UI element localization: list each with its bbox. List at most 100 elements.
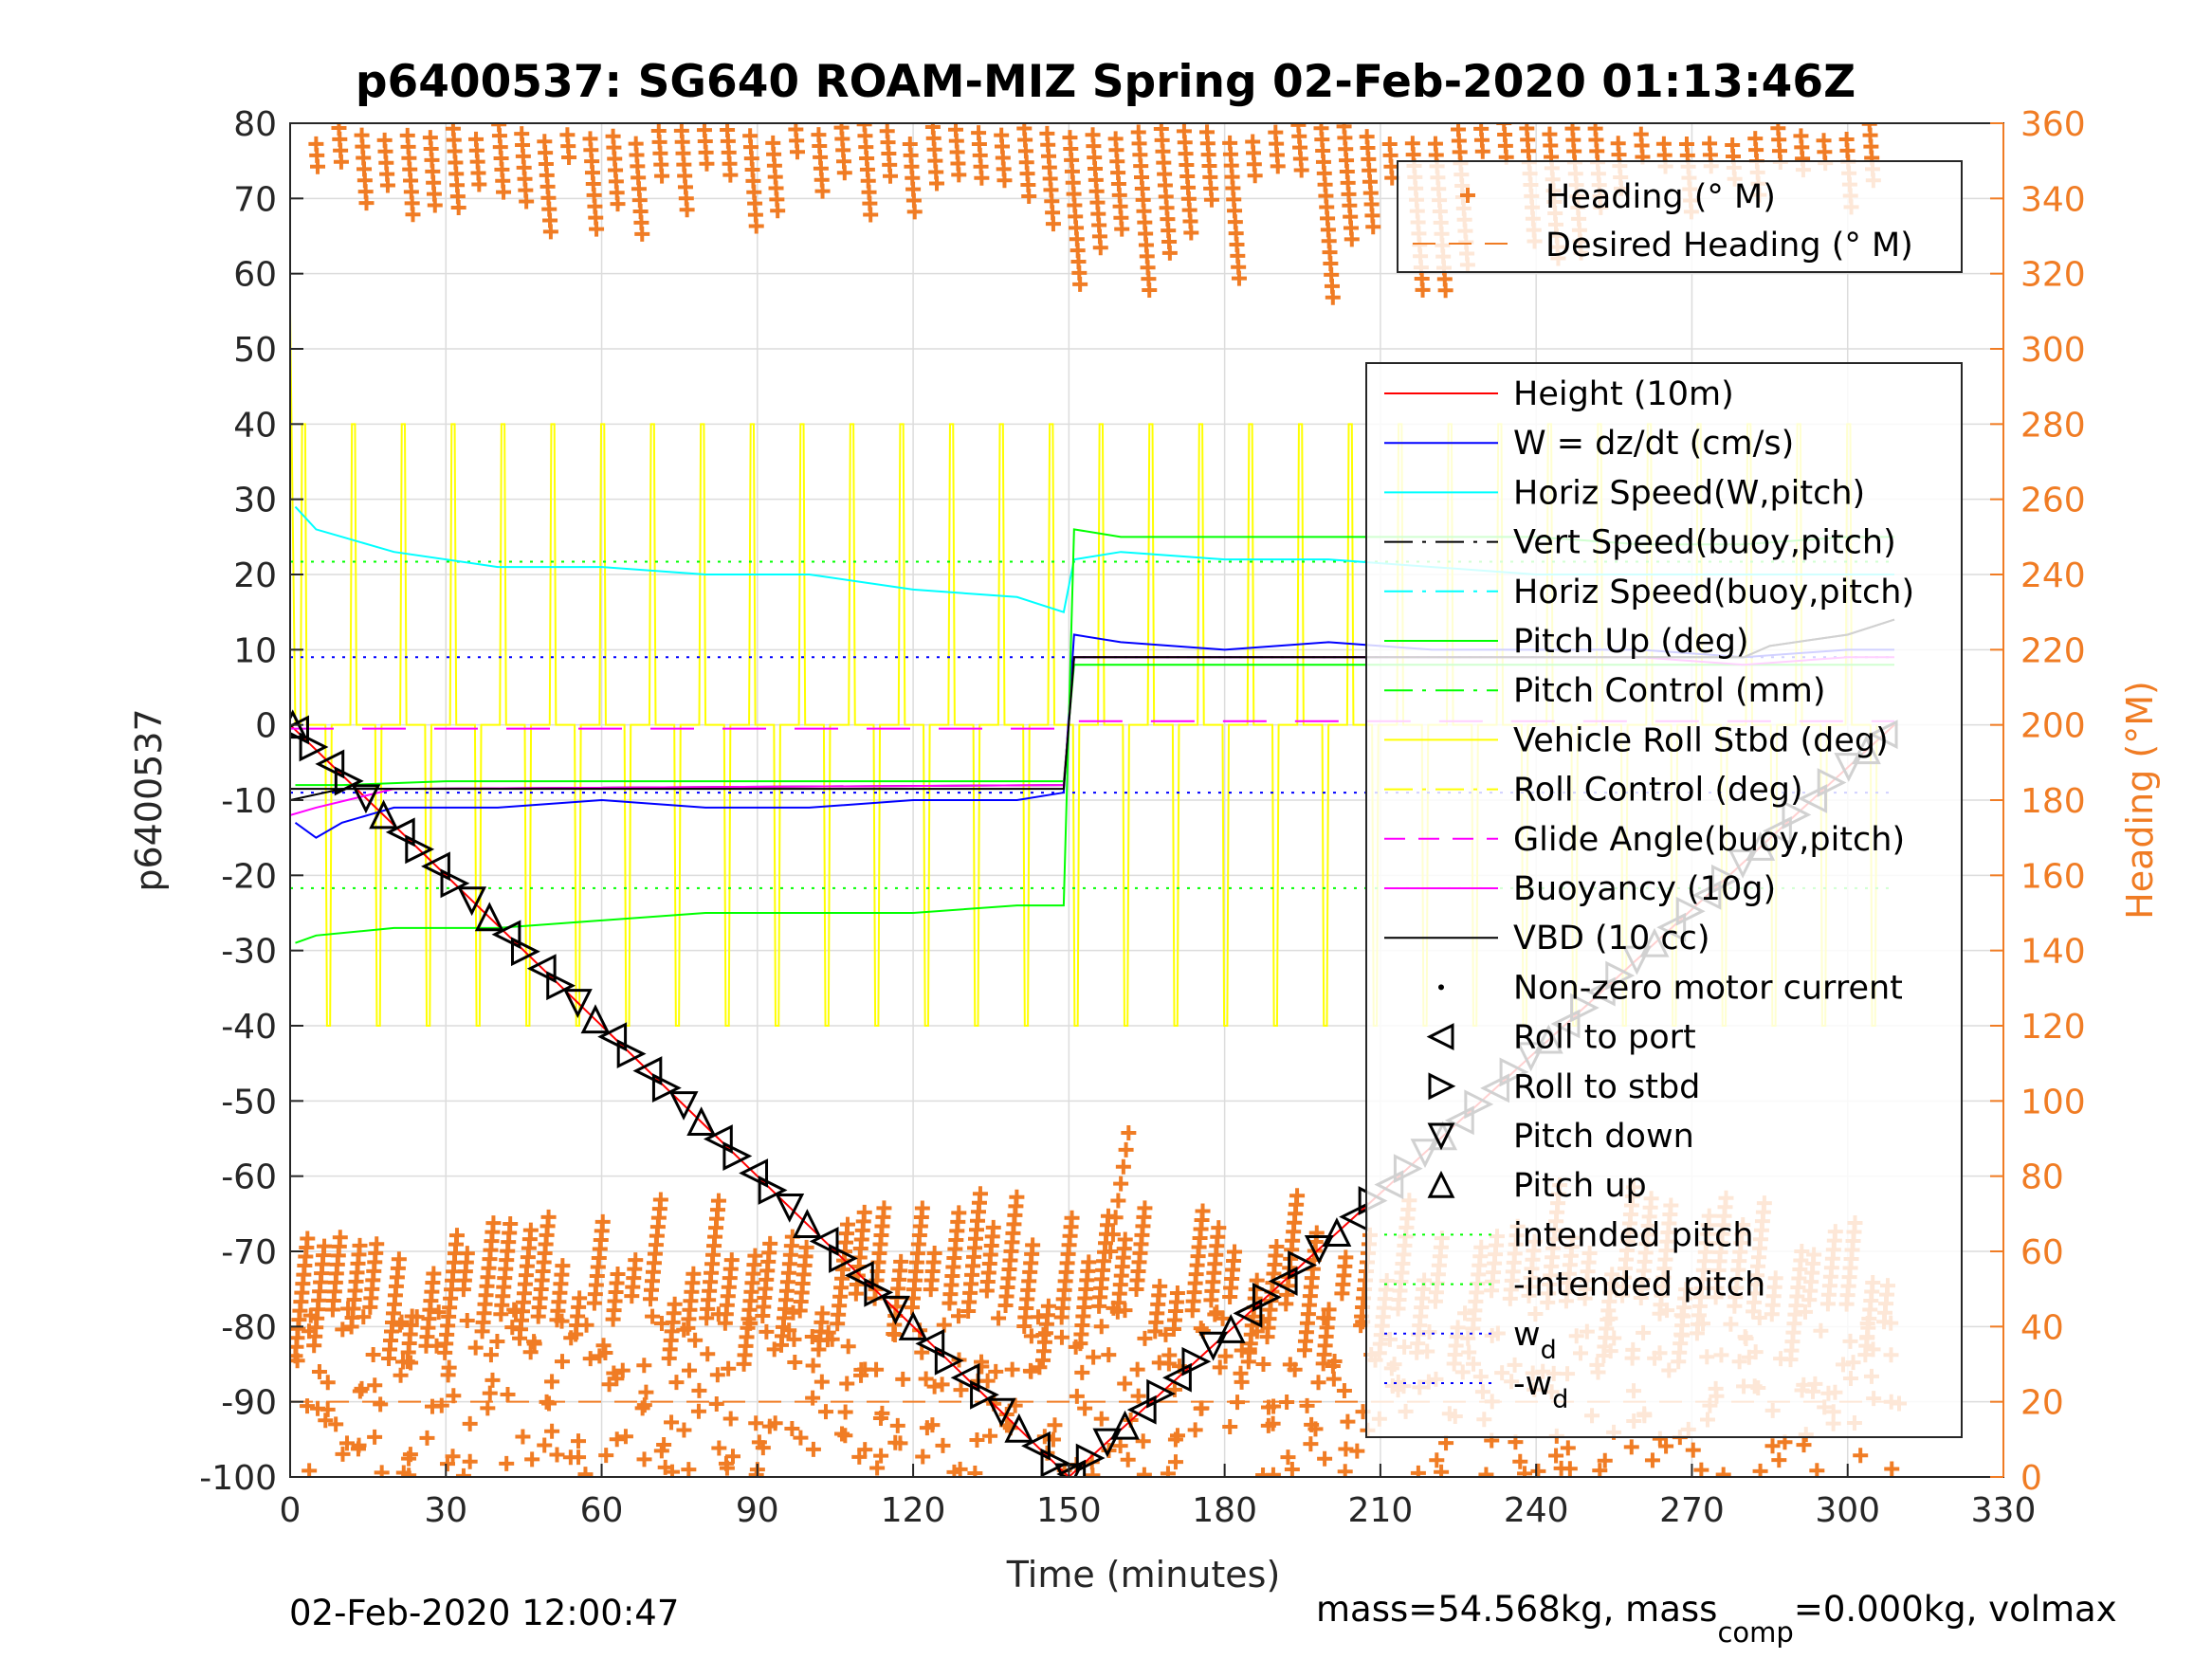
- heading-point: [1560, 1440, 1576, 1456]
- heading-point: [817, 1404, 833, 1420]
- heading-point: [1884, 1461, 1900, 1477]
- y-tick-label: -80: [221, 1308, 277, 1347]
- marker-left: [315, 749, 345, 779]
- heading-point: [967, 1465, 983, 1477]
- heading-point: [1085, 1468, 1101, 1477]
- y2-tick-label: 40: [2020, 1308, 2064, 1347]
- heading-point: [1289, 1188, 1306, 1204]
- heading-point: [851, 1449, 868, 1465]
- marker-right: [758, 1176, 788, 1205]
- heading-point: [1064, 1210, 1080, 1226]
- heading-point: [1136, 1467, 1152, 1477]
- heading-point: [929, 175, 945, 191]
- y-tick-label: 40: [233, 406, 277, 445]
- heading-point: [762, 1235, 778, 1251]
- heading-point: [699, 155, 715, 172]
- heading-point: [609, 1371, 625, 1387]
- legend-label: Pitch up: [1513, 1167, 1647, 1205]
- heading-point: [982, 1428, 998, 1444]
- legend-label: -intended pitch: [1513, 1267, 1765, 1304]
- heading-point: [1169, 1428, 1185, 1444]
- heading-point: [814, 1374, 830, 1390]
- heading-point: [496, 184, 512, 200]
- heading-point: [515, 1429, 531, 1445]
- heading-point: [1103, 1244, 1119, 1259]
- marker-right: [546, 971, 576, 1001]
- heading-point: [1270, 158, 1286, 174]
- heading-point: [1474, 143, 1490, 159]
- heading-point: [335, 1446, 351, 1462]
- y2-tick-label: 120: [2020, 1008, 2086, 1047]
- heading-point: [798, 1239, 814, 1255]
- heading-point: [471, 176, 487, 192]
- heading-point: [686, 1266, 702, 1282]
- heading-point: [918, 1371, 934, 1387]
- marker-right: [970, 1379, 999, 1410]
- heading-point: [571, 1449, 587, 1466]
- heading-point: [1344, 231, 1360, 247]
- heading-point: [578, 1317, 594, 1333]
- y2-tick-label: 340: [2020, 180, 2086, 219]
- y-tick-label: -100: [199, 1459, 277, 1498]
- heading-point: [374, 1465, 390, 1477]
- heading-point: [1325, 1371, 1342, 1387]
- marker-right: [1146, 1378, 1177, 1409]
- heading-point: [636, 1451, 652, 1468]
- legend-label: Glide Angle(buoy,pitch): [1513, 821, 1905, 859]
- marker-up: [474, 902, 504, 932]
- heading-point: [352, 1383, 368, 1399]
- legend-label: Desired Heading (° M): [1545, 227, 1913, 264]
- heading-point: [1129, 1361, 1145, 1377]
- heading-point: [895, 1371, 911, 1387]
- x-tick-label: 0: [280, 1491, 302, 1530]
- heading-point: [577, 1467, 594, 1477]
- y2-tick-label: 140: [2020, 933, 2086, 972]
- marker-down: [881, 1295, 910, 1325]
- heading-point: [664, 1464, 680, 1477]
- timestamp-footer: 02-Feb-2020 12:00:47: [289, 1593, 679, 1633]
- heading-point: [1151, 1355, 1167, 1371]
- heading-point: [462, 1453, 478, 1469]
- heading-point: [540, 1209, 557, 1225]
- heading-point: [924, 1417, 941, 1433]
- heading-point: [634, 226, 650, 242]
- legend-label: intended pitch: [1513, 1216, 1754, 1254]
- heading-point: [709, 1367, 725, 1383]
- marker-up: [1110, 1410, 1140, 1440]
- x-tick-label: 270: [1659, 1491, 1725, 1530]
- heading-point: [700, 1346, 716, 1362]
- heading-point: [991, 1310, 1007, 1326]
- heading-point: [747, 1248, 763, 1264]
- heading-point: [1040, 1298, 1056, 1314]
- heading-point: [654, 168, 670, 184]
- heading-point: [1280, 1449, 1296, 1466]
- legend-label: Horiz Speed(buoy,pitch): [1513, 574, 1914, 611]
- heading-point: [1685, 1442, 1701, 1458]
- heading-point: [1211, 1220, 1227, 1236]
- heading-point: [405, 207, 421, 223]
- heading-point: [710, 1193, 726, 1209]
- heading-point: [1117, 1376, 1133, 1392]
- heading-point: [628, 1252, 644, 1268]
- heading-point: [419, 1430, 435, 1446]
- marker-right: [722, 1141, 753, 1171]
- y-axis-ticks: 80 70 60 50 40 30 20 10 0 -10 -20 -30 -40 -50 -60 -70 -8…: [199, 105, 303, 1498]
- marker-up: [792, 1209, 822, 1238]
- legend-swatch: [1427, 1170, 1455, 1198]
- heading-point: [1092, 240, 1108, 256]
- heading-point: [522, 1344, 539, 1360]
- heading-point: [1809, 1463, 1825, 1477]
- heading-point: [1112, 1438, 1128, 1454]
- marker-left: [1126, 1395, 1157, 1425]
- heading-point: [1429, 1452, 1445, 1468]
- marker-right: [1075, 1443, 1106, 1473]
- marker-right: [299, 732, 329, 762]
- x-tick-label: 330: [1971, 1491, 2037, 1530]
- heading-point: [681, 1362, 697, 1378]
- heading-point: [484, 1372, 501, 1388]
- heading-point: [996, 173, 1013, 189]
- marker-right: [829, 1243, 858, 1273]
- heading-point: [598, 1448, 614, 1464]
- heading-point: [853, 1361, 869, 1377]
- heading-point: [636, 1358, 652, 1374]
